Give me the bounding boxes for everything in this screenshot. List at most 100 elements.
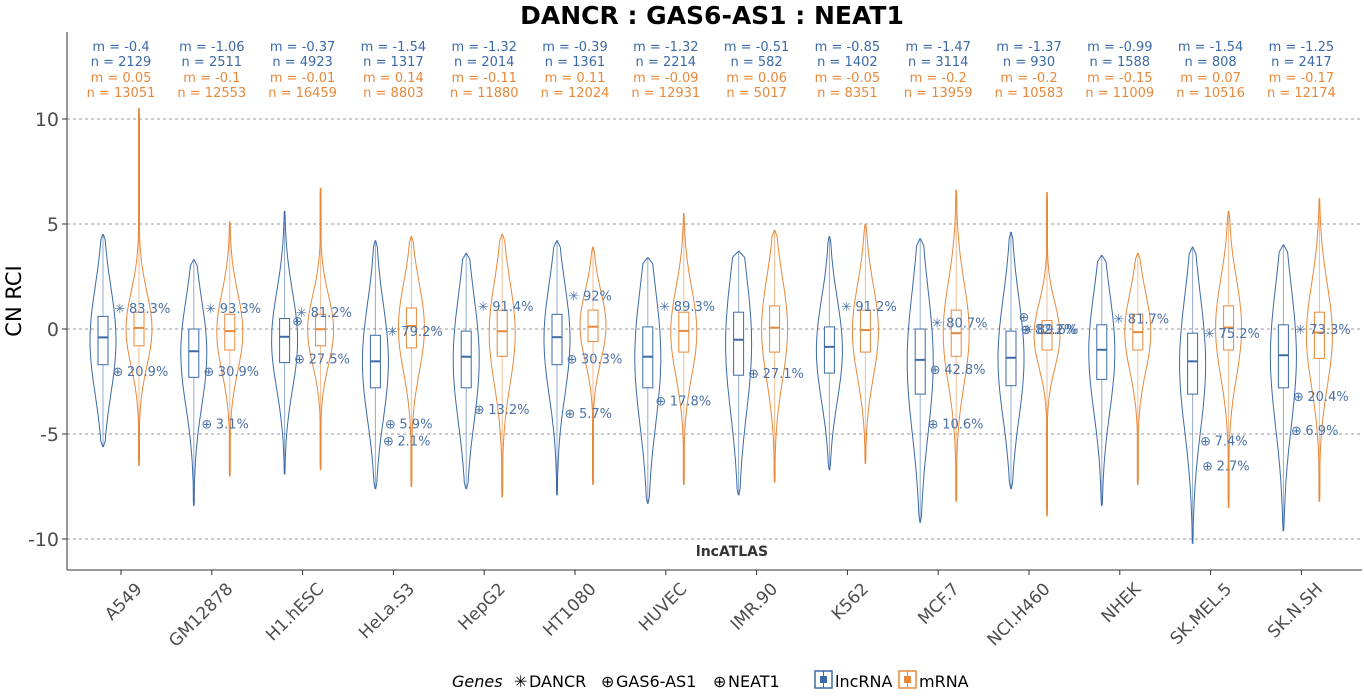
y-tick-label: -10 [28, 529, 59, 551]
gene-percent-label: 10.6% [942, 418, 983, 433]
stat-label: n = 1317 [363, 55, 423, 70]
box-mrna [1041, 320, 1053, 351]
stat-label: m = -0.2 [1000, 71, 1057, 86]
x-ticks: A549 GM12878 H1.hESC HeLa.S3 HepG2 HT1080 HUVE… [101, 570, 1327, 651]
stat-label: m = 0.05 [91, 71, 152, 86]
gene-percent-label: 91.4% [492, 300, 533, 315]
box-mrna [769, 305, 781, 353]
gene-marker-neat1: ⊕ [655, 394, 666, 409]
stat-label: m = 0.14 [363, 71, 424, 86]
box-mrna [405, 307, 417, 349]
box-lncrna [914, 328, 926, 395]
gene-marker-dancr: ✳ [932, 317, 943, 332]
stat-label: m = 0.06 [726, 71, 787, 86]
x-tick-label: GM12878 [165, 579, 237, 651]
gene-percent-label: 3.1% [216, 418, 249, 433]
legend: Genes ✳ DANCR ⊕ GAS6-AS1 ⊕ NEAT1 lncRNA mRNA [452, 670, 969, 691]
stat-label: n = 11880 [450, 86, 519, 101]
legend-gene-symbol: ⊕ [713, 672, 726, 691]
legend-gene-symbol: ⊕ [601, 672, 614, 691]
y-tick-label: 0 [47, 319, 59, 341]
gene-percent-label: 5.9% [399, 418, 432, 433]
gene-percent-label: 93.3% [220, 302, 261, 317]
gene-percent-label: 80.7% [946, 317, 987, 332]
gene-marker-dancr: ✳ [478, 300, 489, 315]
gene-marker-gas6-as1: ⊕ [1293, 390, 1304, 405]
y-tick-label: 5 [47, 214, 59, 236]
stat-label: m = -0.51 [724, 40, 789, 55]
legend-title: Genes [452, 672, 503, 691]
gene-marker-dancr: ✳ [205, 302, 216, 317]
x-tick-label: H1.hESC [262, 579, 328, 645]
stat-label: n = 5017 [726, 86, 786, 101]
gene-marker-neat1: ⊕ [292, 315, 303, 330]
gene-marker-dancr: ✳ [1204, 327, 1215, 342]
y-axis-label: CN RCI [2, 265, 26, 336]
stat-label: n = 582 [730, 55, 782, 70]
stat-label: n = 8803 [363, 86, 423, 101]
stat-label: m = -0.17 [1269, 71, 1334, 86]
gene-percent-label: 27.5% [309, 352, 350, 367]
legend-gene-label: NEAT1 [728, 672, 780, 691]
gene-percent-label: 5.7% [579, 407, 612, 422]
box-lncrna [1277, 324, 1289, 389]
gene-marker-dancr: ✳ [841, 300, 852, 315]
y-tick-label: -5 [40, 424, 59, 446]
gene-percent-label: 73.3% [1309, 323, 1350, 338]
gene-marker-neat1: ⊕ [1291, 424, 1302, 439]
x-tick-label: HT1080 [539, 579, 600, 640]
x-tick-label: HepG2 [455, 579, 510, 634]
box-lncrna [460, 330, 472, 389]
gene-percent-label: 20.4% [1307, 390, 1348, 405]
gene-marker-dancr: ✳ [569, 289, 580, 304]
stat-label: n = 808 [1184, 55, 1236, 70]
gene-percent-label: 83.3% [129, 302, 170, 317]
gene-marker-dancr: ✳ [1113, 313, 1124, 328]
box-mrna [859, 309, 871, 353]
gene-percent-label: 2.1% [397, 434, 430, 449]
gene-percent-label: 6.9% [1305, 424, 1338, 439]
gene-marker-gas6-as1: ⊕ [113, 365, 124, 380]
stat-label: m = -1.32 [633, 40, 698, 55]
box-mrna [133, 311, 145, 347]
stat-label: m = -0.09 [633, 71, 698, 86]
gene-percent-label: 79.2% [401, 325, 442, 340]
stat-label: m = -0.2 [910, 71, 967, 86]
chart-title: DANCR : GAS6-AS1 : NEAT1 [520, 1, 904, 30]
box-lncrna [1096, 324, 1108, 380]
gene-markers: ✳ 83.3% ✳ 93.3% ✳ 81.2%✳ 79.2%✳ 91.4%✳ 92%✳ 89.3%… [113, 289, 1351, 474]
x-tick-label: A549 [101, 579, 146, 624]
stat-label: n = 16459 [268, 86, 337, 101]
x-tick-label: K562 [828, 579, 873, 624]
stat-label: n = 1402 [817, 55, 877, 70]
gene-percent-label: 82.2% [1035, 323, 1076, 338]
box-mrna [678, 311, 690, 353]
stat-label: m = -1.06 [179, 40, 244, 55]
gene-percent-label: 2.7% [1217, 460, 1250, 475]
gene-marker-neat1: ⊕ [474, 403, 485, 418]
stat-label: m = -0.15 [1087, 71, 1152, 86]
gene-marker-neat1: ⊕ [1019, 310, 1030, 325]
gene-percent-label: 7.4% [1215, 434, 1248, 449]
gene-percent-label: 81.2% [311, 306, 352, 321]
gene-marker-neat1: ⊕ [201, 418, 212, 433]
gene-marker-dancr: ✳ [115, 302, 126, 317]
footer-source: lncATLAS [696, 544, 768, 560]
gene-marker-dancr: ✳ [659, 300, 670, 315]
gene-percent-label: 13.2% [488, 403, 529, 418]
legend-gene-label: DANCR [529, 672, 586, 691]
stat-label: m = 0.07 [1180, 71, 1241, 86]
x-tick-label: SK.MEL.5 [1167, 579, 1237, 649]
box-lncrna [279, 318, 291, 364]
stat-label: n = 11009 [1085, 86, 1154, 101]
stat-label: n = 2014 [454, 55, 514, 70]
stat-label: n = 13051 [87, 86, 156, 101]
stat-label: n = 13959 [904, 86, 973, 101]
gene-marker-gas6-as1: ⊕ [748, 367, 759, 382]
stat-label: m = -1.54 [361, 40, 426, 55]
gene-marker-neat1: ⊕ [928, 418, 939, 433]
box-mrna [224, 313, 236, 351]
stat-label: m = -1.47 [905, 40, 970, 55]
